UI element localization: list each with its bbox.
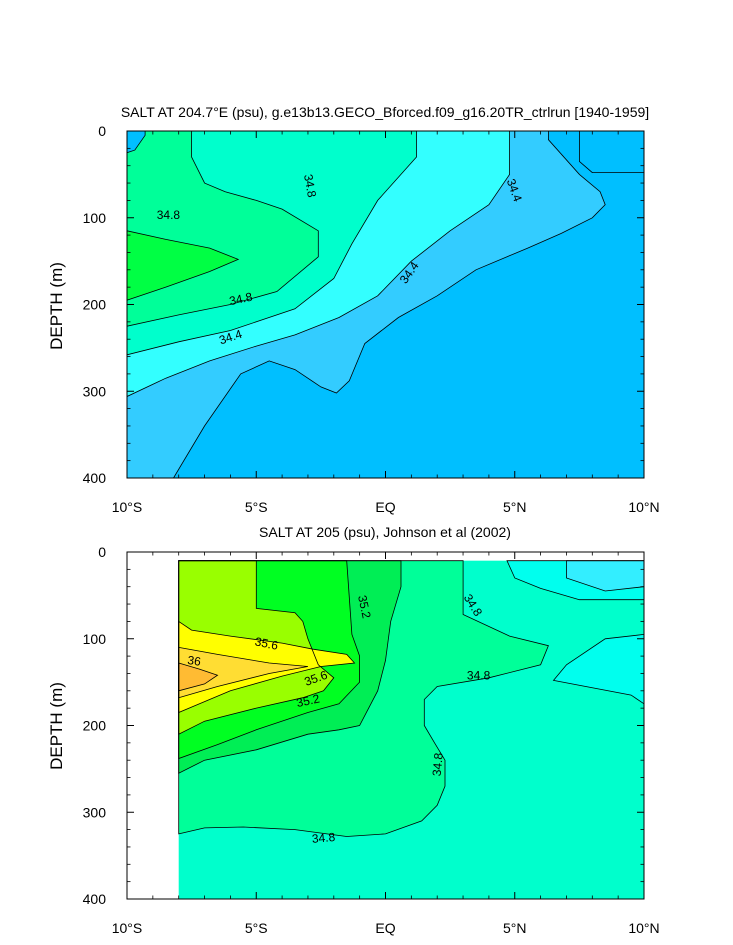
x-tick-label: EQ	[375, 920, 395, 936]
y-tick-label: 200	[83, 718, 107, 734]
contour-label-text: 34.8	[228, 290, 254, 309]
contour-label-text: 34.8	[157, 208, 181, 222]
contour-line	[127, 131, 417, 356]
contour-label: 34.4	[217, 327, 244, 348]
contour-line	[127, 131, 606, 478]
contour-patch	[579, 131, 644, 173]
panel-observations: SALT AT 205 (psu), Johnson et al (2002) …	[47, 524, 660, 936]
y-axis-label: DEPTH (m)	[47, 682, 66, 770]
contour-line	[178, 560, 549, 837]
contour-line	[178, 560, 361, 760]
contour-line	[506, 560, 644, 601]
contour-label: 34.8	[157, 208, 181, 222]
x-tick-label: 5°N	[503, 499, 527, 515]
contour-line	[178, 620, 356, 714]
contour-label-text: 35.2	[355, 594, 374, 620]
contour-label: 35.2	[355, 594, 374, 620]
contour-patch	[566, 560, 644, 591]
x-tick-label: EQ	[375, 499, 395, 515]
contour-line	[566, 560, 644, 592]
y-tick-label: 0	[98, 123, 106, 139]
contour-label-text: 36	[187, 653, 202, 669]
x-tick-label: 5°S	[245, 499, 268, 515]
y-tick-label: 200	[83, 297, 107, 313]
contour-line	[178, 560, 335, 735]
contour-patch	[553, 634, 644, 704]
contour-line	[178, 646, 308, 699]
contour-label: 34.8	[467, 669, 491, 683]
y-tick-label: 0	[98, 544, 106, 560]
y-tick-label: 400	[83, 470, 107, 486]
contour-plot: 34.8 34.434.834.434.834.410°S 5°S EQ 5°N 10°N…	[83, 123, 660, 515]
contour-band	[178, 663, 218, 691]
contour-line	[127, 131, 511, 397]
contour-label: 35.6	[254, 634, 280, 653]
contour-line	[127, 131, 319, 327]
chart-title: SALT AT 205 (psu), Johnson et al (2002)	[259, 524, 511, 540]
x-tick-label: 5°S	[245, 920, 268, 936]
chart-title: SALT AT 204.7°E (psu), g.e13b13.GECO_Bfo…	[121, 104, 649, 120]
contour-label-text: 34.8	[467, 669, 491, 683]
panel-model: SALT AT 204.7°E (psu), g.e13b13.GECO_Bfo…	[47, 104, 660, 515]
contour-line	[552, 633, 644, 705]
contour-label-text: 35.6	[254, 634, 280, 653]
contour-line	[178, 560, 402, 774]
y-tick-label: 100	[83, 631, 107, 647]
contour-label: 34.8	[311, 830, 336, 846]
y-tick-label: 300	[83, 804, 107, 820]
x-tick-label: 10°N	[628, 920, 659, 936]
y-tick-label: 400	[83, 891, 107, 907]
x-tick-label: 5°N	[503, 920, 527, 936]
contour-band	[178, 647, 308, 698]
contour-band	[127, 230, 239, 301]
contour-label: 34.8	[430, 752, 446, 777]
contour-patch	[127, 131, 146, 153]
contour-label-text: 34.8	[430, 752, 446, 777]
y-tick-label: 100	[83, 210, 107, 226]
contour-line	[579, 131, 644, 174]
contour-line	[178, 662, 219, 692]
x-tick-label: 10°S	[112, 499, 143, 515]
contour-label-text: 35.2	[295, 691, 321, 710]
contour-label: 34.8	[228, 290, 254, 309]
contour-label: 34.8	[301, 173, 319, 199]
contour-label: 35.2	[295, 691, 321, 710]
contour-label-text: 34.8	[301, 173, 319, 199]
contour-label-text: 34.8	[311, 830, 336, 846]
contour-line	[127, 230, 240, 301]
x-tick-label: 10°S	[112, 920, 143, 936]
x-tick-label: 10°N	[628, 499, 659, 515]
contour-line	[127, 131, 146, 154]
contour-label-text: 34.4	[217, 327, 244, 348]
y-axis-label: DEPTH (m)	[47, 262, 66, 350]
contour-label: 36	[187, 653, 202, 669]
y-tick-label: 300	[83, 383, 107, 399]
